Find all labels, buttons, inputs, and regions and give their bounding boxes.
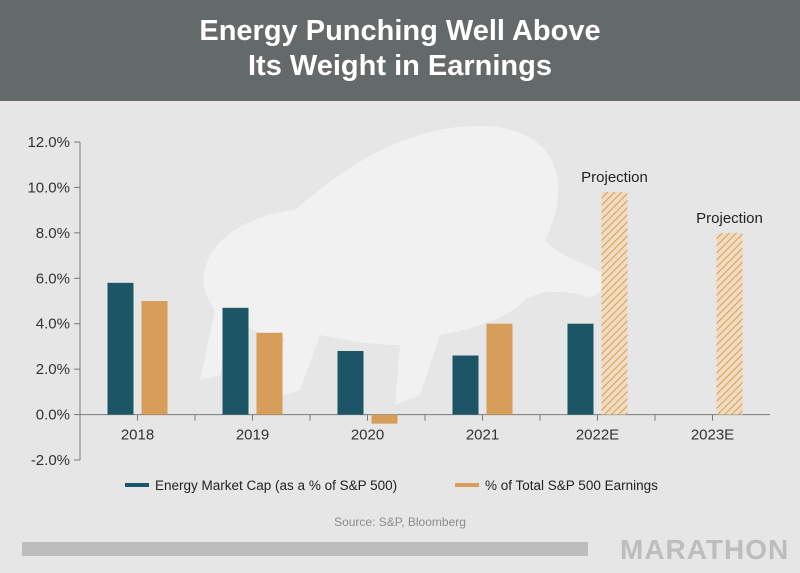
title-line-1: Energy Punching Well Above <box>199 15 601 47</box>
y-tick-label: 10.0% <box>27 179 70 196</box>
brand-logo: MARATHON <box>620 534 790 565</box>
bar-market-cap-2022E <box>567 323 594 415</box>
legend-label: % of Total S&P 500 Earnings <box>485 478 658 493</box>
header-banner: Energy Punching Well Above Its Weight in… <box>0 0 800 101</box>
bar-market-cap-2020 <box>337 350 364 415</box>
y-tick-label: 2.0% <box>36 361 70 378</box>
y-tick-label: 4.0% <box>36 316 70 333</box>
y-tick-label: 0.0% <box>36 407 70 424</box>
x-tick-label: 2023E <box>691 427 734 444</box>
lion-watermark-icon <box>200 125 604 406</box>
bar-earnings-2018 <box>141 301 168 415</box>
bar-earnings-2023E <box>716 232 743 415</box>
y-tick-label: 6.0% <box>36 270 70 287</box>
x-tick-label: 2018 <box>121 427 154 444</box>
source-note: Source: S&P, Bloomberg <box>334 515 466 529</box>
bar-earnings-2019 <box>256 332 283 415</box>
bar-market-cap-2018 <box>107 282 134 415</box>
x-tick-label: 2022E <box>576 427 619 444</box>
y-tick-label: -2.0% <box>31 452 70 469</box>
x-tick-label: 2019 <box>236 427 269 444</box>
title-line-2: Its Weight in Earnings <box>248 50 552 82</box>
bar-chart: 12.0% 10.0% 8.0% 6.0% 4.0% 2.0% 0.0% -2.0% 2018 2… <box>27 125 770 493</box>
y-tick-label: 8.0% <box>36 225 70 242</box>
projection-label: Projection <box>696 210 763 227</box>
x-tick-label: 2020 <box>351 427 384 444</box>
legend-label: Energy Market Cap (as a % of S&P 500) <box>155 478 397 493</box>
x-tick-label: 2021 <box>466 427 499 444</box>
y-tick-label: 12.0% <box>27 134 70 151</box>
bar-earnings-2022E <box>601 191 628 415</box>
projection-label: Projection <box>581 169 648 186</box>
footer-bar <box>22 542 588 556</box>
bar-market-cap-2019 <box>222 307 249 415</box>
bar-earnings-2020 <box>371 414 398 424</box>
chart-title: Energy Punching Well Above Its Weight in… <box>0 14 800 84</box>
bar-earnings-2021 <box>486 323 513 415</box>
bar-market-cap-2021 <box>452 355 479 415</box>
